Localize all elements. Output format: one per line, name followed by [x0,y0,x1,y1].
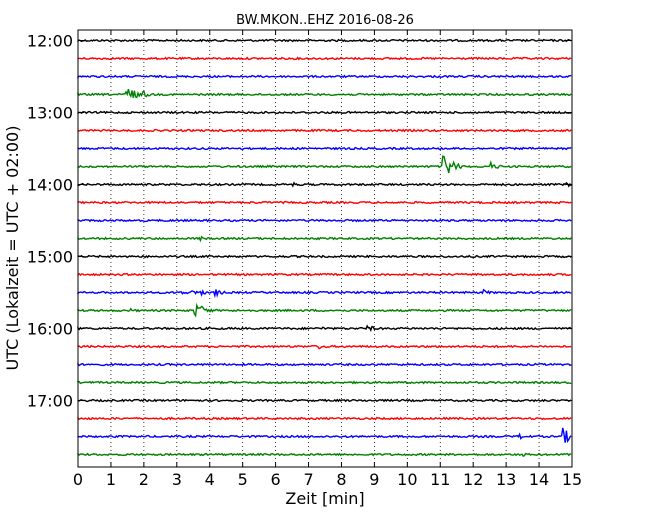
trace-line-1315 [77,128,572,133]
trace-line-1215 [77,56,572,61]
x-tick-label: 3 [172,470,182,489]
trace-line-1745 [77,452,572,457]
x-tick-label: 1 [106,470,116,489]
x-tick-label: 7 [303,470,313,489]
trace-line-1715 [77,416,572,421]
trace-line-1330 [77,146,572,151]
trace-line-1500 [77,254,572,259]
plot-frame [77,29,573,468]
y-axis-label: UTC (Lokalzeit = UTC + 02:00) [3,126,22,371]
trace-line-1645 [77,380,572,385]
y-tick-label: 12:00 [27,32,73,51]
x-axis-label: Zeit [min] [285,489,364,508]
x-tick-label: 8 [336,470,346,489]
trace-line-1345 [77,155,572,174]
trace-line-1445 [77,235,572,243]
x-tick-label: 0 [73,470,83,489]
trace-line-1530 [77,288,572,299]
x-tick-label: 6 [271,470,281,489]
grid-lines [110,30,540,467]
x-tick-label: 2 [139,470,149,489]
trace-line-1430 [77,218,572,223]
x-tick-label: 4 [205,470,215,489]
trace-line-1245 [77,88,572,99]
trace-line-1300 [77,110,572,115]
x-tick-label: 5 [238,470,248,489]
y-tick-label: 14:00 [27,176,73,195]
trace-lines [77,38,572,457]
trace-line-1415 [77,200,572,205]
x-tick-label: 11 [430,470,450,489]
y-tick-label: 13:00 [27,104,73,123]
tick-labels: 0 1 2 3 4 5 6 7 8 9 10 11 12 13 14 1512:0013:0014:0015:… [27,32,582,490]
y-tick-label: 15:00 [27,248,73,267]
chart-title: BW.MKON..EHZ 2016-08-26 [236,13,414,28]
trace-line-1515 [77,272,572,277]
trace-line-1200 [77,38,572,43]
y-tick-label: 17:00 [27,392,73,411]
x-tick-label: 12 [463,470,483,489]
x-tick-label: 15 [562,470,582,489]
x-tick-label: 13 [496,470,516,489]
trace-line-1600 [77,324,572,332]
trace-line-1615 [77,344,572,350]
trace-line-1230 [77,74,572,79]
y-tick-label: 16:00 [27,320,73,339]
trace-line-1400 [77,181,572,188]
trace-line-1700 [77,398,572,403]
trace-line-1545 [77,302,572,318]
axis-ticks [77,30,573,467]
trace-line-1730 [77,427,572,444]
trace-line-1630 [77,362,572,367]
x-tick-label: 14 [529,470,549,489]
x-tick-label: 10 [397,470,417,489]
x-tick-label: 9 [369,470,379,489]
